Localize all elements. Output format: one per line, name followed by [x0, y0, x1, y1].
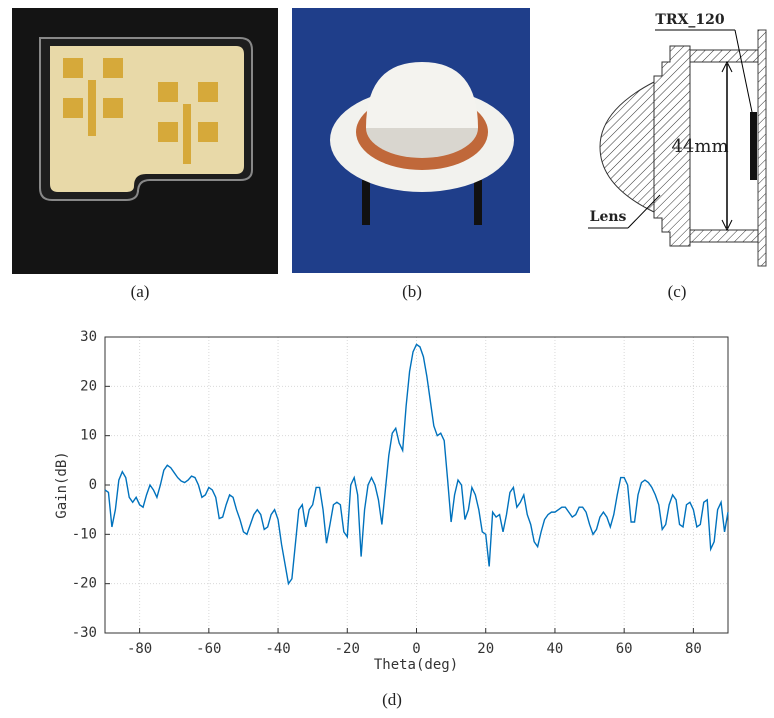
photo-lens: [292, 8, 530, 273]
x-tick-label: 20: [477, 641, 494, 657]
x-tick-label: 0: [412, 641, 420, 657]
y-tick-label: 0: [89, 477, 97, 493]
y-axis-label: Gain(dB): [54, 451, 70, 518]
x-tick-label: -60: [196, 641, 221, 657]
x-tick-label: -80: [127, 641, 152, 657]
x-tick-label: 80: [685, 641, 702, 657]
photo-chip: [12, 8, 278, 274]
label-trx: TRX_120: [655, 12, 724, 28]
y-tick-label: -10: [72, 526, 97, 542]
diagram: TRX_120 44mm Lens: [588, 12, 767, 267]
plot-frame: [104, 336, 729, 634]
caption: (b): [402, 282, 422, 301]
x-tick-label: -20: [335, 641, 360, 657]
x-tick-label: 40: [547, 641, 564, 657]
x-tick-label: -40: [265, 641, 290, 657]
line-series: [104, 343, 729, 586]
y-tick-label: 30: [80, 329, 97, 345]
caption: (c): [668, 282, 687, 301]
y-tick-label: -20: [72, 576, 97, 592]
x-tick-label: 60: [616, 641, 633, 657]
x-axis-label: Theta(deg): [374, 657, 458, 673]
caption: (a): [131, 282, 150, 301]
y-tick-label: 10: [80, 428, 97, 444]
y-tick-label: 20: [80, 378, 97, 394]
y-tick-label: -30: [72, 625, 97, 641]
label-distance: 44mm: [671, 136, 728, 157]
label-lens: Lens: [590, 209, 627, 225]
caption: (d): [382, 690, 402, 709]
